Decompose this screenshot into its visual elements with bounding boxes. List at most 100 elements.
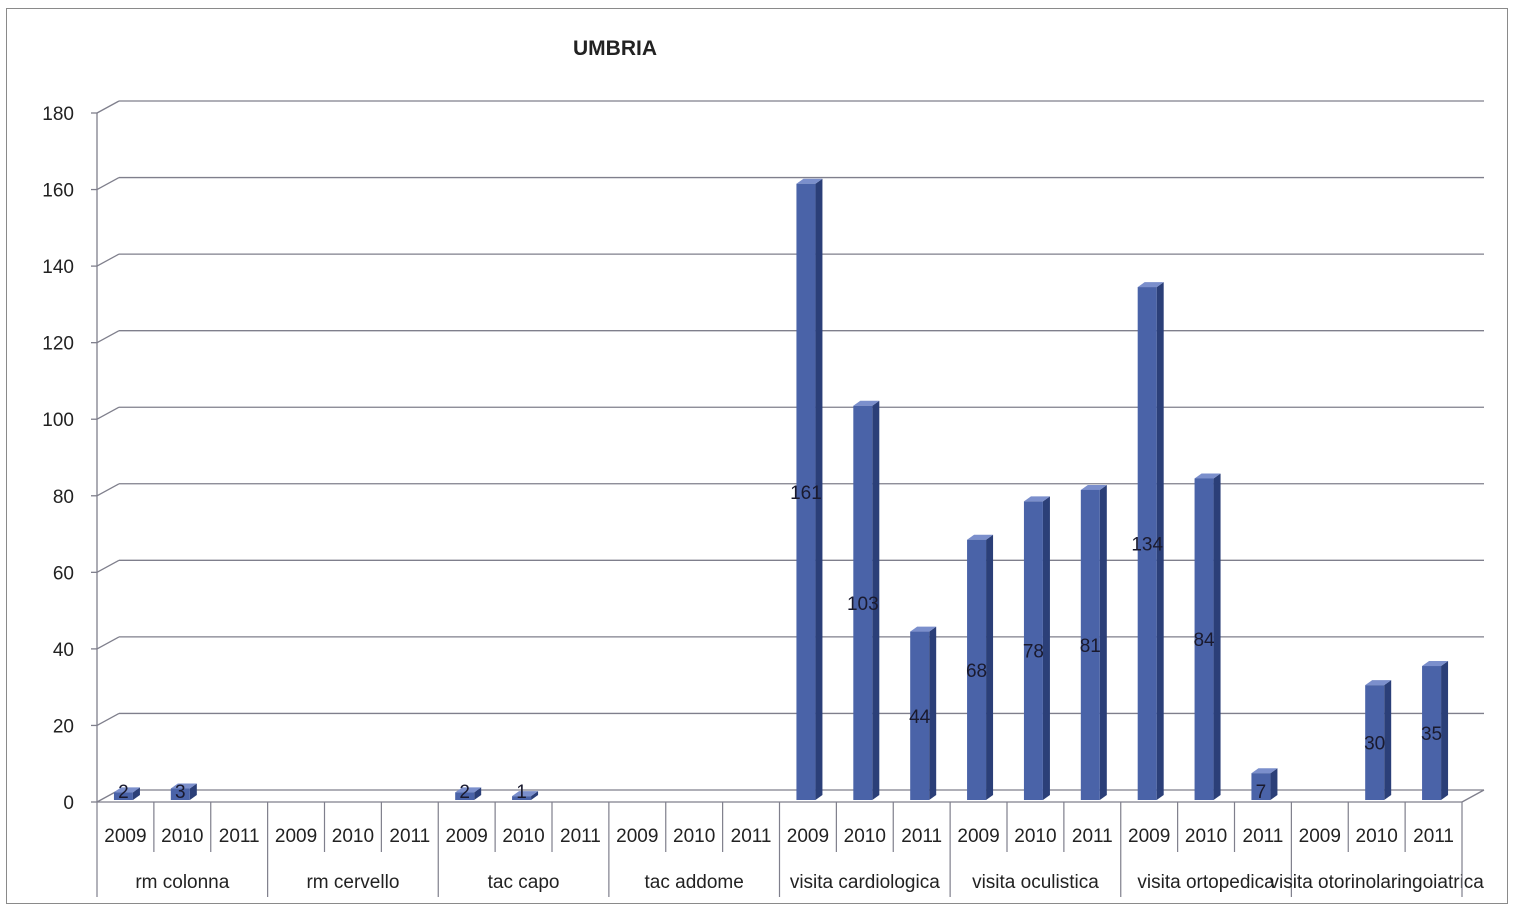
- gridline-side: [96, 559, 120, 573]
- chart-frame: [6, 8, 1508, 904]
- bar-side: [872, 400, 880, 800]
- gridline-side: [96, 100, 120, 114]
- x-year-label: 2011: [1243, 826, 1284, 847]
- data-label: 44: [909, 707, 931, 728]
- x-group-label: rm colonna: [135, 872, 229, 893]
- bar-side: [1156, 282, 1164, 801]
- bar: [1023, 501, 1043, 800]
- x-year-label: 2011: [731, 826, 772, 847]
- data-label: 2: [118, 782, 129, 803]
- bar-top: [1080, 484, 1107, 490]
- bar-side: [929, 626, 937, 800]
- x-year-label: 2009: [275, 826, 317, 847]
- gridline-side: [96, 712, 120, 727]
- bar-side: [132, 787, 140, 800]
- x-year-label: 2009: [446, 826, 488, 847]
- x-year-label: 2009: [616, 826, 658, 847]
- x-year-label: 2010: [1185, 826, 1227, 847]
- data-label: 30: [1364, 734, 1385, 755]
- x-year-label: 2010: [332, 826, 374, 847]
- x-year-label: 2009: [1299, 826, 1341, 847]
- bar-top: [170, 783, 197, 789]
- x-year-label: 2009: [957, 826, 999, 847]
- x-year-label: 2010: [502, 826, 544, 847]
- x-year-label: 2011: [1072, 826, 1113, 847]
- x-year-label: 2010: [161, 826, 203, 847]
- x-group-label: visita cardiologica: [790, 872, 940, 893]
- bar: [455, 792, 475, 800]
- bar-top: [853, 400, 880, 406]
- bar-side: [1099, 484, 1107, 800]
- x-group-label: visita otorinolaringoiatrica: [1269, 872, 1484, 893]
- x-year-label: 2011: [560, 826, 601, 847]
- chart-title: UMBRIA: [573, 37, 657, 60]
- bar: [1422, 666, 1442, 800]
- bar: [910, 631, 930, 800]
- x-year-label: 2009: [787, 826, 829, 847]
- bar-top: [1194, 473, 1221, 479]
- x-year-label: 2009: [104, 826, 146, 847]
- bar-side: [1384, 680, 1392, 800]
- gridline-side: [96, 176, 120, 191]
- x-year-label: 2010: [1014, 826, 1056, 847]
- bar-side: [986, 534, 994, 800]
- y-tick-label: 100: [42, 410, 74, 431]
- bar-side: [1213, 473, 1221, 800]
- y-tick-label: 0: [63, 793, 74, 814]
- bar: [113, 792, 133, 800]
- data-label: 1: [516, 782, 527, 803]
- bar: [1080, 489, 1100, 800]
- y-tick-label: 20: [53, 716, 74, 737]
- data-label: 3: [175, 782, 186, 803]
- bar-side: [474, 787, 482, 800]
- data-label: 7: [1256, 782, 1267, 803]
- bar-top: [455, 787, 482, 793]
- bar-side: [1441, 661, 1449, 800]
- y-tick-label: 80: [53, 487, 74, 508]
- bar-side: [1270, 768, 1278, 800]
- bar: [967, 539, 987, 800]
- data-label: 68: [966, 661, 987, 682]
- x-year-label: 2010: [1356, 826, 1398, 847]
- bar-side: [815, 178, 823, 800]
- bar-top: [1365, 680, 1392, 686]
- bar: [1365, 685, 1385, 800]
- data-label: 103: [847, 594, 879, 615]
- x-year-label: 2011: [219, 826, 260, 847]
- bar-side: [531, 791, 539, 800]
- bar-side: [189, 783, 197, 800]
- data-label: 2: [459, 782, 470, 803]
- data-label: 35: [1421, 724, 1442, 745]
- bar-top: [1023, 496, 1050, 502]
- x-year-label: 2009: [1128, 826, 1170, 847]
- bar: [1194, 478, 1214, 800]
- bar: [1251, 773, 1271, 800]
- floor-edge: [1461, 789, 1485, 803]
- bar-top: [967, 534, 994, 540]
- x-group-label: tac addome: [645, 872, 744, 893]
- bar-top: [1422, 661, 1449, 667]
- gridline-side: [96, 483, 120, 497]
- gridline-side: [96, 253, 120, 267]
- x-group-label: tac capo: [488, 872, 560, 893]
- x-year-label: 2011: [901, 826, 942, 847]
- x-year-label: 2010: [673, 826, 715, 847]
- gridline-side: [96, 330, 120, 344]
- y-tick-label: 60: [53, 563, 74, 584]
- gridline-side: [96, 406, 120, 420]
- y-tick-label: 120: [42, 334, 74, 355]
- x-group-label: rm cervello: [306, 872, 399, 893]
- bar-side: [1042, 496, 1050, 800]
- bar-top: [1137, 282, 1164, 288]
- bar-top: [1251, 768, 1278, 774]
- bar: [1137, 287, 1157, 801]
- bar: [796, 183, 816, 800]
- data-label: 134: [1131, 535, 1163, 556]
- gridline-side: [96, 636, 120, 650]
- y-tick-label: 180: [42, 104, 74, 125]
- data-label: 78: [1023, 642, 1044, 663]
- bar-top: [910, 626, 937, 632]
- data-label: 81: [1080, 636, 1101, 657]
- bar: [170, 788, 190, 800]
